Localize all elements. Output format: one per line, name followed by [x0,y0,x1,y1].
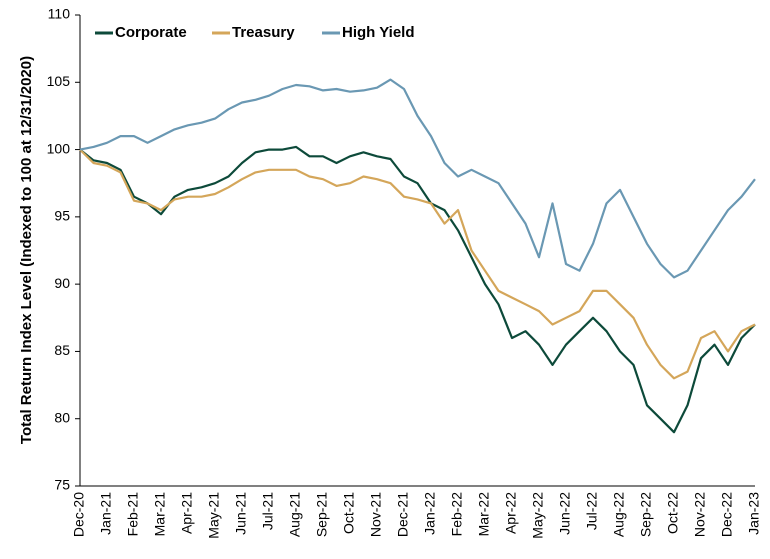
y-tick-label: 85 [54,342,70,358]
x-tick-label: Sep-21 [314,492,330,537]
x-tick-label: Dec-21 [395,492,411,537]
y-tick-label: 100 [47,140,71,156]
y-tick-label: 110 [48,6,71,22]
y-tick-label: 105 [47,73,71,89]
x-tick-label: Jan-23 [746,492,762,535]
x-tick-label: Aug-21 [287,492,303,537]
x-tick-label: Apr-21 [179,492,195,534]
x-tick-label: Oct-21 [341,492,357,534]
x-tick-label: May-22 [530,492,546,539]
x-tick-label: Nov-22 [692,492,708,537]
legend-label: High Yield [342,24,415,41]
x-tick-label: Sep-22 [638,492,654,537]
x-tick-label: Feb-22 [449,492,465,537]
series-line [79,148,756,380]
x-tick-label: Jan-21 [98,492,114,535]
x-tick-label: Jan-22 [422,492,438,535]
x-tick-label: Feb-21 [125,492,141,537]
x-tick-label: Jul-22 [584,492,600,530]
x-tick-label: Jun-21 [233,492,249,535]
x-tick-label: Oct-22 [665,492,681,534]
x-tick-label: Apr-22 [503,492,519,534]
y-tick-label: 95 [54,208,70,224]
legend-label: Corporate [115,24,187,41]
legend-label: Treasury [232,24,295,41]
x-tick-label: May-21 [206,492,222,539]
y-tick-label: 75 [54,477,70,493]
series-line [79,145,756,434]
x-tick-label: Dec-20 [71,492,87,537]
series-line [79,78,756,279]
x-tick-label: Mar-21 [152,492,168,537]
y-axis-title: Total Return Index Level (Indexed to 100… [18,56,35,444]
x-tick-label: Mar-22 [476,492,492,537]
x-tick-label: Aug-22 [611,492,627,537]
x-tick-label: Dec-22 [719,492,735,537]
y-tick-label: 80 [54,409,70,425]
x-tick-label: Jul-21 [260,492,276,530]
y-tick-label: 90 [54,275,70,291]
x-tick-label: Jun-22 [557,492,573,535]
x-tick-label: Nov-21 [368,492,384,537]
